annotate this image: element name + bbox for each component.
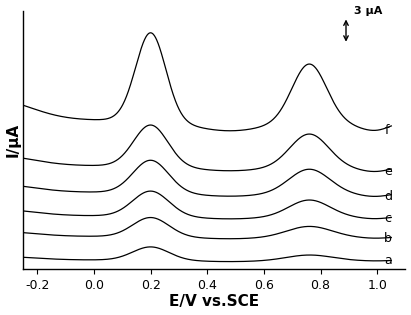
Text: a: a [384, 254, 392, 267]
Text: 3 μA: 3 μA [355, 6, 383, 16]
X-axis label: E/V vs.SCE: E/V vs.SCE [169, 295, 259, 309]
Text: d: d [384, 190, 392, 203]
Y-axis label: I/μA: I/μA [6, 123, 21, 157]
Text: e: e [384, 165, 392, 178]
Text: b: b [384, 232, 392, 244]
Text: c: c [384, 212, 391, 225]
Text: f: f [384, 124, 389, 137]
